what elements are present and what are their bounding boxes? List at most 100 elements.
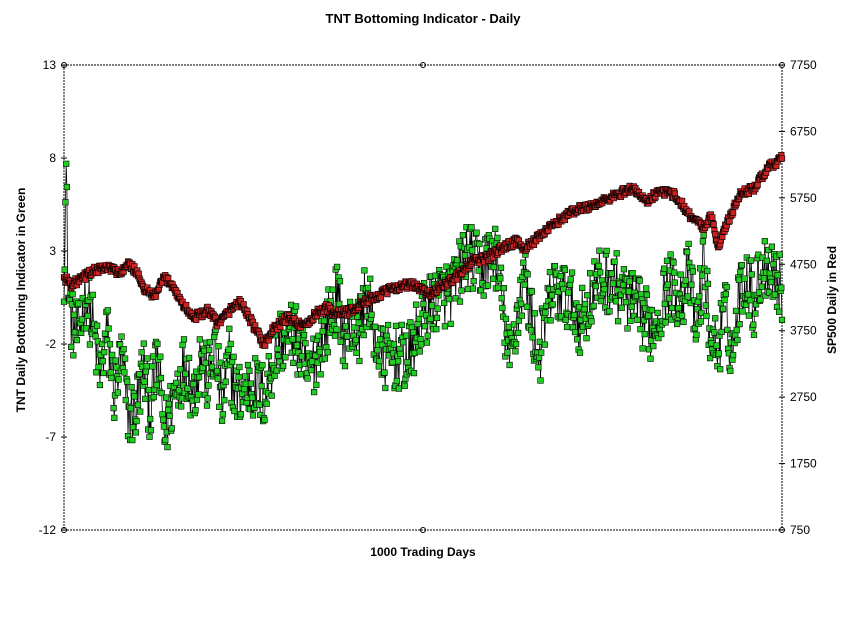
series-point [196,373,203,381]
series-point [368,311,375,318]
series-point [150,353,157,360]
series-point [275,352,282,359]
series-point [281,329,288,336]
series-point [143,363,150,370]
series-point [688,281,695,288]
series-point [689,268,696,275]
series-point [99,358,106,365]
series-point [620,281,627,289]
series-point [93,369,100,376]
series-point [73,336,80,344]
series-point [490,263,497,271]
y-right-tick-label: 3750 [790,324,817,338]
series-point [142,368,150,375]
series-point [456,298,464,305]
series-point [663,257,671,264]
series-point [411,349,418,357]
series-point [225,346,232,353]
series-point [183,301,190,309]
series-point [296,361,303,369]
series-point [645,312,652,319]
series-point [173,379,180,386]
series-point [614,318,622,325]
series-point [265,353,272,360]
series-point [427,315,434,322]
series-point [647,355,654,362]
series-point [308,366,315,374]
series-point [722,290,729,298]
series-point [758,283,765,290]
series-point [293,342,301,349]
y-right-tick-label: 750 [790,523,810,537]
series-point [510,321,518,328]
series-point [104,307,111,314]
series-point [654,309,661,317]
series-point [134,401,142,408]
series-point [165,400,173,408]
series-point [480,292,487,299]
series-point [268,392,275,399]
series-point [581,300,589,308]
y-left-tick-label: 13 [43,58,57,72]
y-right-tick-label: 4750 [790,257,817,271]
series-point [329,286,336,293]
series-point [494,234,501,242]
series-point [112,357,119,364]
series-point [571,311,578,319]
series-point [127,405,134,412]
series-point [699,238,706,245]
series-point [246,367,253,375]
series-point [63,160,70,167]
series-point [230,353,237,360]
series-point [778,155,786,162]
y-right-axis-title: SP500 Daily in Red [825,246,839,354]
series-point [190,380,197,388]
series-point [774,272,781,279]
series-sp500 [60,152,786,349]
series-point [63,183,70,191]
chart-title: TNT Bottoming Indicator - Daily [326,11,522,26]
series-point [121,369,128,376]
series-point [637,326,644,333]
series-point [718,328,725,336]
series-point [308,358,316,365]
series-point [202,359,209,367]
series-point [759,254,766,261]
series-point [489,275,497,282]
series-point [702,302,709,309]
series-point [636,277,643,284]
series-point [375,363,382,370]
series-point [778,316,786,324]
series-point [257,411,264,419]
series-point [400,339,407,346]
series-point [390,341,398,348]
series-point [640,317,648,324]
series-point [421,323,428,330]
series-point [423,339,431,346]
series-point [420,300,427,308]
series-point [557,272,564,280]
series-point [723,283,730,291]
series-point [680,318,687,326]
series-point [531,310,538,317]
series-point [696,293,703,300]
series-point [528,327,535,334]
series-point [164,443,171,451]
series-point [360,331,367,339]
series-point [401,382,408,389]
series-point [159,411,166,418]
series-point [298,353,306,360]
series-point [109,351,116,359]
series-point [551,262,558,270]
series-point [591,258,598,265]
series-point [184,385,191,392]
x-top-tick [420,62,426,68]
series-point [240,301,247,308]
series-point [117,341,124,348]
series-point [563,323,571,331]
series-point [84,312,91,320]
series-point [713,342,720,349]
series-point [339,357,347,364]
series-point [606,308,613,315]
